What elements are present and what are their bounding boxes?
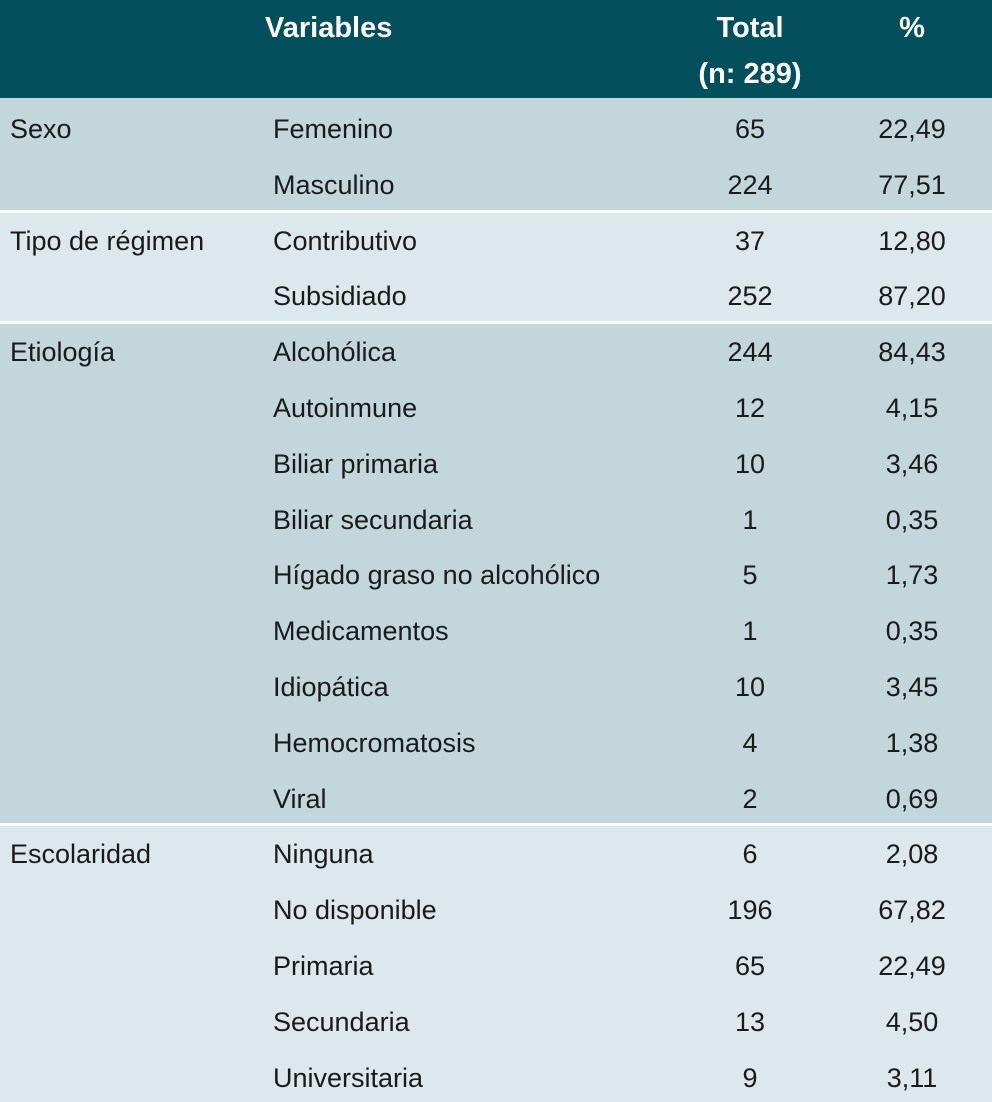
group-label: Etiología xyxy=(10,337,116,368)
variable: Secundaria xyxy=(273,1006,410,1037)
percent: 1,38 xyxy=(885,727,939,758)
variable: Masculino xyxy=(273,169,395,200)
total: 10 xyxy=(734,448,766,479)
percent: 12,80 xyxy=(878,225,946,256)
variable: Alcohólica xyxy=(273,337,397,368)
total: 12 xyxy=(734,393,766,423)
total: 65 xyxy=(734,951,766,981)
percent: 87,20 xyxy=(878,281,946,312)
percent: 77,51 xyxy=(878,169,946,200)
percent: 1,73 xyxy=(885,560,939,591)
total: 10 xyxy=(734,672,766,702)
total: 9 xyxy=(742,1062,758,1093)
percent: 0,69 xyxy=(885,783,939,814)
variable: Universitaria xyxy=(273,1062,424,1093)
group-band xyxy=(0,826,992,1102)
total: 2 xyxy=(742,783,758,814)
variable: Ninguna xyxy=(273,839,374,870)
total: 1 xyxy=(742,616,758,647)
variable: Primaria xyxy=(273,951,374,981)
header-percent: % xyxy=(899,12,925,44)
total: 65 xyxy=(734,114,766,144)
header-variables: Variables xyxy=(265,12,393,44)
percent: 0,35 xyxy=(885,616,939,647)
variable: Idiopática xyxy=(273,672,389,702)
total: 196 xyxy=(727,895,773,926)
total: 37 xyxy=(734,225,766,256)
group-label: Escolaridad xyxy=(10,839,152,870)
total: 6 xyxy=(742,839,758,870)
percent: 3,45 xyxy=(885,672,939,702)
group-band xyxy=(0,212,992,322)
group-band xyxy=(0,98,992,210)
variable: Hígado graso no alcohólico xyxy=(273,560,601,591)
header-total: Total xyxy=(716,12,784,44)
percent: 3,46 xyxy=(885,448,939,479)
variable: Viral xyxy=(273,783,327,814)
percent: 2,08 xyxy=(885,839,939,870)
variable: No disponible xyxy=(273,895,437,926)
total: 1 xyxy=(742,504,758,535)
percent: 4,15 xyxy=(885,393,939,423)
percent: 22,49 xyxy=(878,114,946,144)
percent: 67,82 xyxy=(878,895,946,926)
variable: Autoinmune xyxy=(273,393,418,423)
group-label: Sexo xyxy=(10,114,72,144)
percent: 22,49 xyxy=(878,951,946,981)
header-total-n: (n: 289) xyxy=(698,58,802,90)
variable: Subsidiado xyxy=(273,281,407,312)
variable: Contributivo xyxy=(273,225,418,256)
total: 4 xyxy=(742,727,758,758)
percent: 3,11 xyxy=(886,1062,938,1093)
total: 224 xyxy=(727,169,773,200)
total: 244 xyxy=(727,337,773,368)
percent: 84,43 xyxy=(878,337,946,368)
variable: Medicamentos xyxy=(273,616,449,647)
total: 5 xyxy=(742,560,758,591)
total: 13 xyxy=(734,1006,766,1037)
header: Variables Total (n: 289) % xyxy=(0,0,992,98)
variable: Femenino xyxy=(273,114,394,144)
group-band xyxy=(0,324,992,824)
variable: Biliar secundaria xyxy=(273,504,473,535)
variable: Hemocromatosis xyxy=(273,727,476,758)
group-label: Tipo de régimen xyxy=(10,225,205,256)
percent: 4,50 xyxy=(885,1006,939,1037)
variable: Biliar primaria xyxy=(273,448,439,479)
total: 252 xyxy=(727,281,773,312)
percent: 0,35 xyxy=(885,504,939,535)
